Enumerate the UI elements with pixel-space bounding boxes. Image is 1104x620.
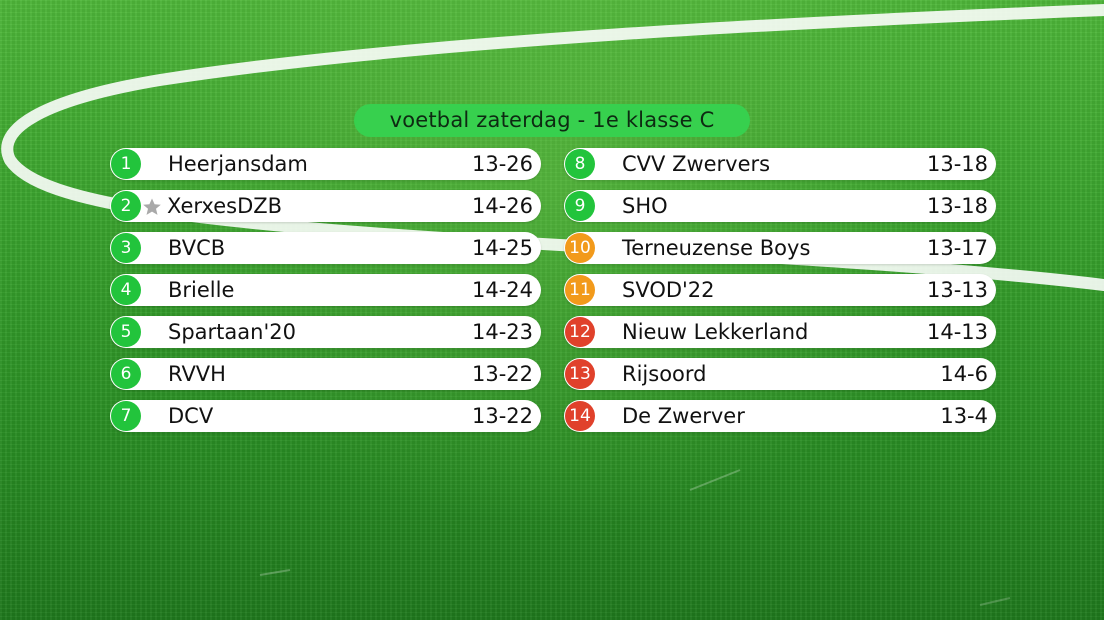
team-name: Brielle bbox=[168, 278, 235, 302]
standings-row: 10 Terneuzense Boys 13-17 bbox=[564, 232, 996, 264]
star-icon bbox=[143, 198, 161, 215]
standings-row: 13 Rijsoord 14-6 bbox=[564, 358, 996, 390]
team-name: Spartaan'20 bbox=[168, 320, 296, 344]
team-score: 14-25 bbox=[471, 236, 533, 260]
team-name: XerxesDZB bbox=[167, 194, 283, 218]
team-score: 13-22 bbox=[471, 404, 533, 428]
team-name: Rijsoord bbox=[622, 362, 707, 386]
team-score: 13-26 bbox=[471, 152, 533, 176]
team-score: 14-13 bbox=[926, 320, 988, 344]
league-title: voetbal zaterdag - 1e klasse C bbox=[354, 104, 750, 137]
standings-row: 8 CVV Zwervers 13-18 bbox=[564, 148, 996, 180]
standings-row: 4 Brielle 14-24 bbox=[110, 274, 541, 306]
team-score: 13-13 bbox=[926, 278, 988, 302]
team-name: DCV bbox=[168, 404, 214, 428]
rank-badge: 4 bbox=[111, 275, 141, 305]
rank-badge: 3 bbox=[111, 233, 141, 263]
rank-badge: 1 bbox=[111, 149, 141, 179]
team-score: 14-24 bbox=[471, 278, 533, 302]
standings-row: 3 BVCB 14-25 bbox=[110, 232, 541, 264]
team-score: 13-18 bbox=[926, 194, 988, 218]
team-name: CVV Zwervers bbox=[622, 152, 771, 176]
rank-badge: 14 bbox=[565, 401, 595, 431]
team-score: 14-26 bbox=[471, 194, 533, 218]
standings-row: 14 De Zwerver 13-4 bbox=[564, 400, 996, 432]
team-name: RVVH bbox=[168, 362, 226, 386]
rank-badge: 11 bbox=[565, 275, 595, 305]
standings-row: 1 Heerjansdam 13-26 bbox=[110, 148, 541, 180]
team-name: Heerjansdam bbox=[168, 152, 308, 176]
standings-row: 5 Spartaan'20 14-23 bbox=[110, 316, 541, 348]
standings-row: 7 DCV 13-22 bbox=[110, 400, 541, 432]
team-name: Terneuzense Boys bbox=[622, 236, 811, 260]
standings-row: 11 SVOD'22 13-13 bbox=[564, 274, 996, 306]
team-name: Nieuw Lekkerland bbox=[622, 320, 809, 344]
rank-badge: 7 bbox=[111, 401, 141, 431]
rank-badge: 9 bbox=[565, 191, 595, 221]
rank-badge: 2 bbox=[111, 191, 141, 221]
team-score: 14-23 bbox=[471, 320, 533, 344]
team-name: De Zwerver bbox=[622, 404, 745, 428]
team-score: 13-4 bbox=[940, 404, 988, 428]
standings-row: 12 Nieuw Lekkerland 14-13 bbox=[564, 316, 996, 348]
rank-badge: 13 bbox=[565, 359, 595, 389]
team-name: SVOD'22 bbox=[622, 278, 715, 302]
standings-row: 6 RVVH 13-22 bbox=[110, 358, 541, 390]
team-score: 13-18 bbox=[926, 152, 988, 176]
standings-row: 9 SHO 13-18 bbox=[564, 190, 996, 222]
team-score: 13-17 bbox=[926, 236, 988, 260]
standings-row: 2 XerxesDZB 14-26 bbox=[110, 190, 541, 222]
rank-badge: 10 bbox=[565, 233, 595, 263]
rank-badge: 5 bbox=[111, 317, 141, 347]
team-score: 13-22 bbox=[471, 362, 533, 386]
team-score: 14-6 bbox=[940, 362, 988, 386]
rank-badge: 6 bbox=[111, 359, 141, 389]
team-name: SHO bbox=[622, 194, 668, 218]
rank-badge: 8 bbox=[565, 149, 595, 179]
rank-badge: 12 bbox=[565, 317, 595, 347]
team-name: BVCB bbox=[168, 236, 226, 260]
